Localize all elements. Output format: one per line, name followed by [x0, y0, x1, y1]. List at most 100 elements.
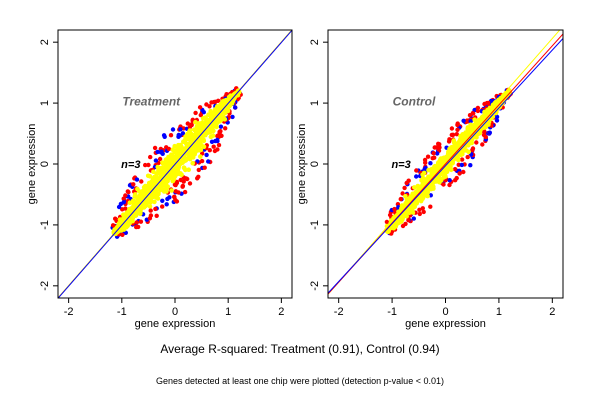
scatter-point — [167, 157, 172, 163]
scatter-point — [116, 221, 122, 226]
scatter-point — [196, 143, 202, 149]
scatter-point — [138, 219, 144, 224]
scatter-point — [225, 108, 231, 114]
x-tick-label: -1 — [387, 306, 397, 318]
scatter-point — [127, 183, 133, 188]
y-tick-label: -2 — [309, 281, 321, 291]
scatter-point — [121, 200, 126, 205]
scatter-point — [428, 161, 433, 166]
scatter-point — [411, 216, 416, 221]
scatter-point — [208, 108, 213, 114]
scatter-point — [203, 132, 208, 138]
panel-title: Treatment — [122, 95, 181, 109]
scatter-point — [447, 178, 452, 183]
scatter-point — [136, 208, 141, 213]
scatter-point — [170, 178, 176, 184]
scatter-point — [201, 137, 206, 142]
scatter-point — [404, 197, 410, 202]
scatter-point — [215, 137, 220, 143]
scatter-point — [452, 167, 458, 172]
scatter-point — [172, 165, 177, 171]
scatter-point — [198, 112, 203, 118]
data-points — [110, 86, 243, 239]
scatter-point — [233, 105, 238, 110]
scatter-point — [204, 152, 209, 158]
scatter-point — [171, 155, 177, 160]
scatter-point — [126, 209, 131, 214]
scatter-point — [131, 182, 136, 187]
scatter-point — [426, 167, 431, 173]
scatter-point — [470, 147, 475, 153]
scatter-point — [157, 170, 162, 176]
scatter-point — [159, 149, 164, 154]
scatter-point — [147, 174, 153, 179]
scatter-point — [212, 110, 217, 115]
scatter-point — [424, 187, 429, 193]
sample-size-label: n=3 — [121, 159, 140, 171]
scatter-point — [404, 180, 409, 186]
scatter-point — [185, 121, 190, 126]
scatter-point — [481, 132, 487, 138]
scatter-point — [167, 195, 172, 200]
scatter-point — [461, 169, 466, 175]
y-tick-label: 1 — [39, 100, 51, 106]
scatter-point — [148, 208, 153, 213]
scatter-point — [441, 182, 446, 187]
scatter-point — [477, 130, 483, 136]
scatter-point — [153, 175, 158, 180]
scatter-point — [211, 128, 216, 134]
scatter-point — [196, 167, 201, 173]
scatter-point — [186, 167, 191, 172]
scatter-point — [480, 142, 485, 147]
scatter-point — [457, 171, 462, 176]
scatter-point — [155, 149, 160, 155]
scatter-point — [471, 111, 476, 116]
scatter-point — [187, 150, 193, 156]
scatter-point — [170, 127, 176, 132]
scatter-point — [120, 207, 125, 212]
scatter-point — [436, 141, 441, 146]
scatter-point — [414, 168, 419, 173]
fit-line — [328, 30, 561, 295]
scatter-point — [178, 127, 183, 132]
scatter-point — [183, 176, 189, 181]
scatter-point — [437, 145, 442, 150]
scatter-point — [402, 185, 407, 191]
scatter-point — [198, 147, 204, 153]
scatter-point — [216, 98, 221, 104]
x-tick-label: 1 — [496, 306, 502, 318]
scatter-point — [466, 149, 472, 155]
scatter-point — [169, 188, 174, 193]
scatter-point — [494, 114, 500, 120]
scatter-point — [432, 145, 437, 150]
scatter-point — [160, 182, 166, 187]
scatter-point — [182, 165, 187, 171]
scatter-point — [215, 104, 220, 109]
scatter-point — [160, 161, 166, 166]
x-tick-label: -2 — [334, 306, 344, 318]
scatter-point — [134, 220, 139, 225]
scatter-point — [432, 163, 438, 169]
scatter-point — [475, 108, 481, 114]
scatter-point — [474, 140, 479, 145]
scatter-point — [116, 204, 122, 210]
scatter-point — [417, 211, 422, 217]
scatter-point — [173, 197, 178, 203]
scatter-point — [155, 164, 160, 170]
scatter-point — [398, 196, 403, 202]
scatter-point — [467, 113, 473, 118]
scatter-point — [121, 212, 126, 217]
scatter-point — [191, 146, 197, 152]
scatter-point — [161, 133, 167, 138]
scatter-point — [468, 119, 473, 124]
scatter-point — [459, 162, 464, 168]
scatter-point — [141, 204, 146, 209]
scatter-point — [414, 174, 419, 179]
scatter-point — [164, 189, 169, 194]
scatter-point — [435, 178, 440, 183]
scatter-point — [176, 134, 181, 139]
x-axis-title: gene expression — [135, 318, 216, 330]
scatter-point — [435, 151, 440, 156]
scatter-point — [204, 102, 209, 107]
